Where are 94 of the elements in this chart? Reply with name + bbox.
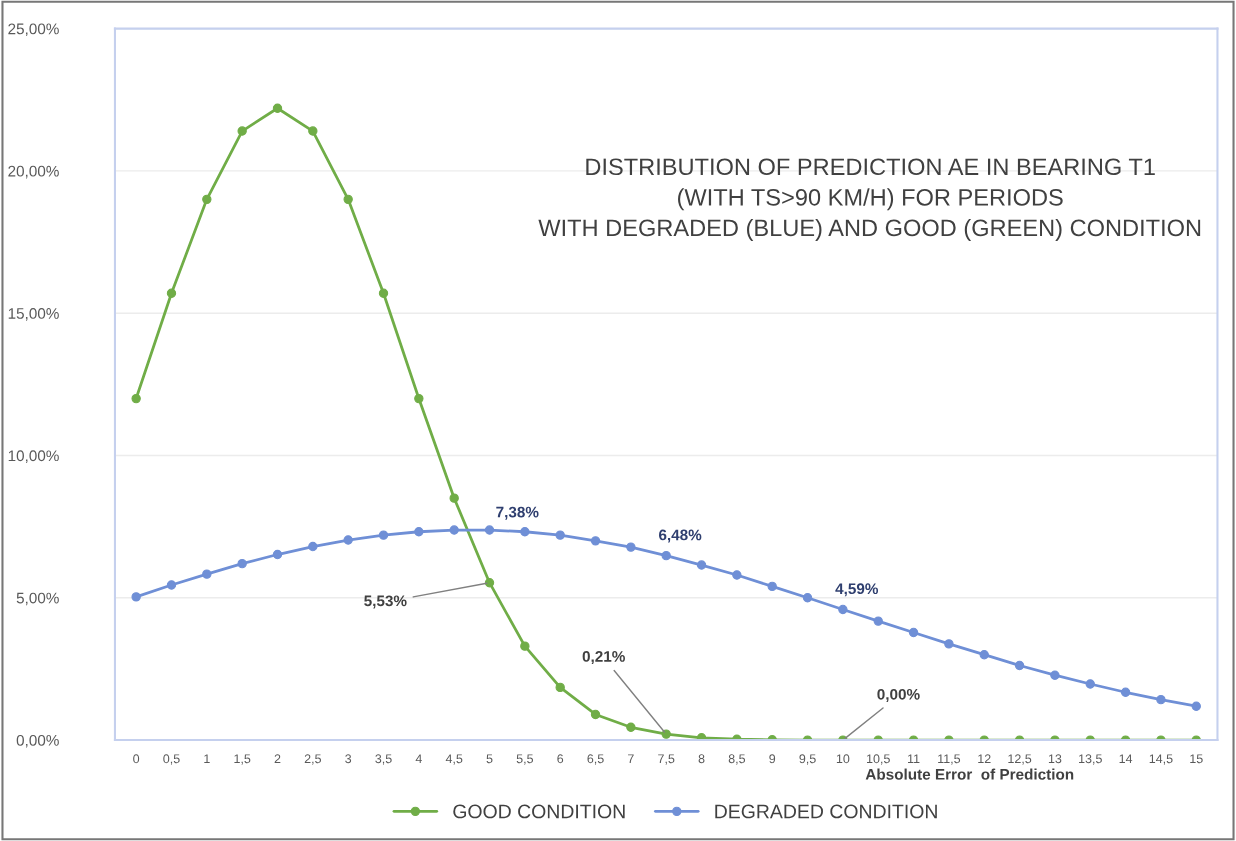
x-tick-label: 8 — [698, 754, 705, 764]
x-tick-label: 7 — [628, 754, 634, 764]
x-tick-label: 11,5 — [938, 754, 961, 765]
legend-label: GOOD CONDITION — [453, 804, 625, 819]
data-label: 5,53% — [364, 595, 407, 609]
data-label: 7,38% — [496, 506, 539, 520]
x-tick-label: 13,5 — [1079, 754, 1102, 765]
point — [1191, 701, 1201, 711]
data-label: 0,00% — [877, 688, 920, 702]
point — [626, 542, 636, 552]
point — [590, 536, 601, 546]
data-label: 0,21% — [582, 651, 625, 665]
x-tick-label: 0 — [133, 754, 140, 764]
point — [767, 581, 777, 592]
x-tick-label: 1,5 — [234, 754, 251, 765]
point — [696, 560, 707, 570]
x-tick-label: 8,5 — [728, 754, 746, 765]
x-axis-title: Absolute Error of Prediction — [865, 768, 1074, 780]
point — [237, 558, 247, 569]
point — [802, 593, 813, 603]
x-tick-label: 5 — [486, 754, 493, 764]
x-tick-label: 4,5 — [445, 754, 463, 765]
data-label: 4,59% — [835, 583, 879, 597]
point — [908, 627, 919, 638]
point — [979, 650, 989, 660]
x-tick-label: 7,5 — [658, 754, 675, 765]
y-tick-label: 0,00% — [16, 734, 59, 748]
point — [343, 194, 353, 205]
point — [166, 288, 177, 298]
x-tick-label: 15 — [1190, 754, 1203, 764]
point — [484, 578, 495, 588]
x-tick-label: 6 — [557, 754, 564, 764]
x-tick-label: 13 — [1048, 754, 1062, 764]
y-tick-label: 5,00% — [16, 592, 59, 606]
point — [520, 641, 530, 651]
point — [1085, 679, 1095, 689]
x-tick-label: 2 — [274, 754, 281, 764]
point — [202, 194, 212, 205]
point — [1014, 660, 1025, 671]
point — [1120, 687, 1131, 697]
point — [555, 530, 565, 540]
point — [272, 103, 283, 113]
point — [343, 535, 353, 545]
point — [520, 527, 530, 537]
y-tick-label: 15,00% — [8, 308, 59, 321]
point — [626, 722, 636, 732]
point — [131, 592, 141, 602]
x-tick-label: 3 — [345, 754, 352, 764]
x-tick-label: 12,5 — [1008, 754, 1032, 765]
point — [414, 393, 424, 404]
data-label: 6,48% — [658, 529, 702, 543]
point — [661, 550, 671, 561]
point — [272, 549, 283, 560]
point — [1156, 694, 1166, 705]
point — [308, 126, 318, 136]
x-tick-label: 12 — [978, 754, 991, 764]
point — [414, 527, 424, 537]
x-tick-label: 14,5 — [1149, 754, 1173, 765]
text: DISTRIBUTION OF PREDICTION AE IN BEARING T1 (WITH TS>90 KM/H) FOR PERIODS WITH DEGRADED (BLUE) AND GOOD (GREEN) CONDITION — [538, 158, 1201, 241]
x-tick-label: 0,5 — [163, 754, 180, 765]
x-tick-label: 14 — [1119, 754, 1133, 764]
point — [661, 729, 671, 739]
x-tick-label: 10 — [836, 754, 850, 764]
point — [166, 580, 177, 590]
point — [131, 393, 141, 404]
point — [202, 569, 212, 579]
point — [944, 639, 954, 649]
x-tick-label: 1 — [204, 754, 210, 764]
point — [873, 616, 883, 626]
point — [378, 288, 389, 298]
point — [449, 525, 459, 535]
y-tick-label: 25,00% — [8, 23, 59, 37]
point — [484, 525, 495, 535]
x-tick-label: 6,5 — [587, 754, 604, 765]
y-tick-label: 10,00% — [8, 450, 59, 463]
point — [732, 570, 742, 580]
point — [308, 541, 318, 552]
x-tick-label: 3,5 — [375, 754, 392, 765]
point — [590, 709, 601, 720]
x-tick-label: 5,5 — [516, 754, 534, 765]
y-tick-label: 20,00% — [8, 165, 59, 179]
point — [237, 126, 247, 136]
x-tick-label: 2,5 — [304, 754, 321, 765]
point — [555, 682, 565, 693]
x-tick-label: 11 — [908, 754, 920, 764]
point — [449, 493, 459, 503]
x-tick-label: 9 — [769, 754, 776, 764]
x-tick-label: 4 — [415, 754, 422, 764]
legend-label: DEGRADED CONDITION — [715, 804, 937, 819]
point — [1050, 670, 1060, 680]
point — [378, 530, 389, 540]
x-tick-label: 10,5 — [867, 754, 890, 765]
point — [838, 604, 848, 615]
x-tick-label: 9,5 — [799, 754, 816, 765]
